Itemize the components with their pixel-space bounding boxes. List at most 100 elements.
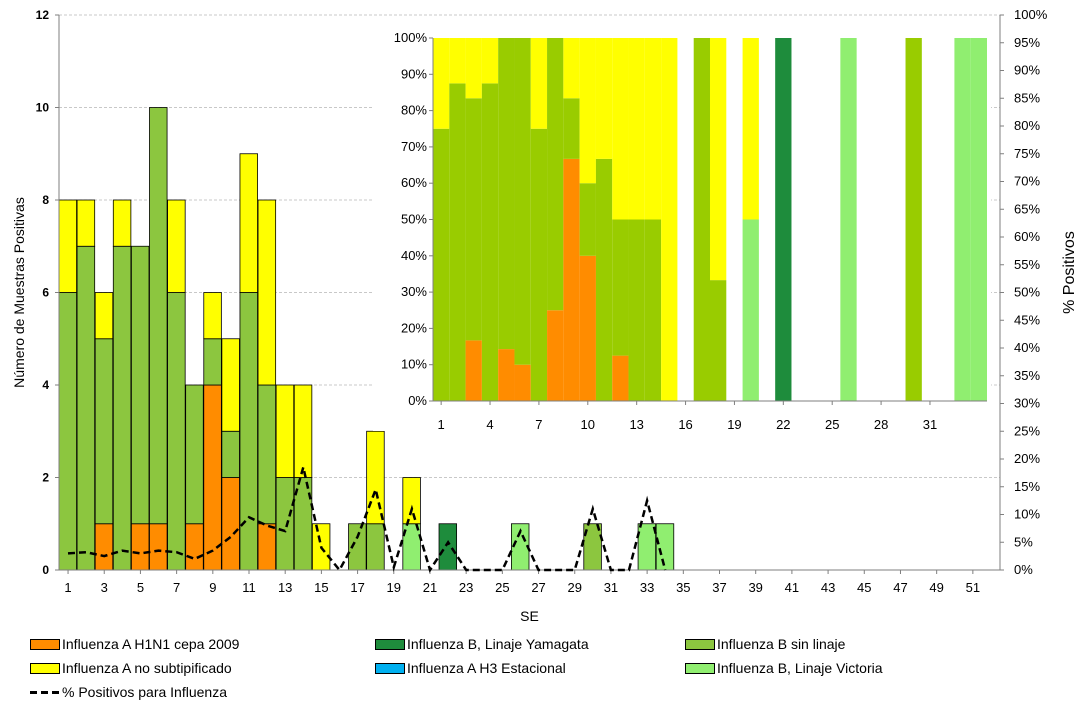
inset-y-tick-label: 40% [401,248,427,263]
inset-bar-segment-h1n1 [498,349,515,401]
inset-bar-segment-h1n1 [547,310,564,401]
x-tick-label: 9 [209,580,216,595]
bar-segment-a-nosub [402,477,421,525]
bar-segment-b-sinlinaje [76,245,96,571]
bar-segment-a-nosub [221,338,240,432]
bar-segment-a-nosub [239,153,258,293]
inset-bar-segment-b-sinlinaje [595,158,613,401]
x-tick-label: 3 [101,580,108,595]
inset-bar-segment-h1n1 [579,255,596,401]
legend-row: % Positivos para Influenza [30,680,1070,704]
inset-bar-segment-b-sinlinaje [449,83,466,401]
x-tick-label: 49 [929,580,943,595]
inset-bar-segment-b-victoria [840,38,857,401]
x-tick-label: 45 [857,580,871,595]
bar-segment-b-sinlinaje [94,338,114,525]
inset-x-tick-label: 4 [486,417,493,432]
y2-tick-label: 25% [1014,423,1040,438]
bar-segment-b-sinlinaje [149,107,168,525]
y-tick-label: 8 [42,193,49,207]
inset-bar-segment-b-sinlinaje [514,38,531,365]
inset-x-tick-label: 19 [727,417,741,432]
legend-label-h1n1: Influenza A H1N1 cepa 2009 [62,636,240,652]
bar-segment-a-nosub [112,199,132,247]
inset-bar-segment-a-nosub [710,38,727,281]
bar-segment-a-nosub [366,430,385,525]
x-tick-label: 25 [495,580,509,595]
y-tick-label: 0 [42,563,49,577]
y2-tick-label: 45% [1014,312,1040,327]
legend-label-b-victoria: Influenza B, Linaje Victoria [717,660,883,676]
x-tick-label: 51 [966,580,980,595]
y-tick-label: 12 [36,8,50,22]
inset-bar-segment-a-nosub [612,38,629,220]
inset-bar-segment-b-victoria [742,219,759,401]
inset-bar-segment-a-nosub [481,38,499,84]
bar-segment-b-sinlinaje [58,292,77,571]
bar-segment-h1n1 [221,477,240,571]
inset-y-tick-label: 60% [401,175,427,190]
legend-item-b-sinlinaje: Influenza B sin linaje [685,636,1005,652]
legend-row: Influenza A H1N1 cepa 2009 Influenza B, … [30,632,1070,656]
chart-svg: 0246810120%5%10%15%20%25%30%35%40%45%50%… [11,7,1078,624]
bar-segment-b-sinlinaje [221,430,240,478]
bar-segment-b-sinlinaje [257,384,277,525]
bar-segment-b-sinlinaje [239,292,258,571]
legend-swatch-b-victoria [685,662,715,674]
inset-bar-segment-b-sinlinaje [547,38,564,311]
bar-segment-b-sinlinaje [366,523,385,571]
y2-tick-label: 100% [1014,7,1048,22]
x-tick-label: 39 [748,580,762,595]
inset-bar-segment-a-nosub [628,38,645,220]
y2-tick-label: 20% [1014,451,1040,466]
y-tick-label: 4 [42,378,49,392]
y-tick-label: 2 [42,471,49,485]
y2-tick-label: 65% [1014,201,1040,216]
x-tick-label: 17 [350,580,364,595]
legend-item-b-yamagata: Influenza B, Linaje Yamagata [375,636,685,652]
bar-segment-a-nosub [76,199,96,247]
bar-segment-b-victoria [637,523,657,571]
bar-segment-b-yamagata [438,523,458,571]
inset-bar-segment-b-victoria [970,38,987,401]
legend-swatch-b-sinlinaje [685,638,715,650]
inset-bar-segment-a-nosub [595,38,613,159]
inset-x-tick-label: 31 [923,417,937,432]
y2-tick-label: 10% [1014,507,1040,522]
inset-x-tick-label: 22 [776,417,790,432]
bar-segment-h1n1 [149,523,168,571]
legend-row: Influenza A no subtipificado Influenza A… [30,656,1070,680]
x-tick-label: 31 [604,580,618,595]
inset-bar-segment-h1n1 [514,364,531,401]
inset-bar-segment-a-nosub [465,38,482,99]
inset-x-tick-label: 1 [438,417,445,432]
inset-y-tick-label: 70% [401,139,427,154]
bar-segment-a-nosub [275,384,295,478]
legend-label-a-nosub: Influenza A no subtipificado [62,660,232,676]
y2-tick-label: 85% [1014,90,1040,105]
bar-segment-b-sinlinaje [167,292,186,571]
inset-bar-segment-h1n1 [465,340,482,401]
bar-segment-a-nosub [257,199,277,386]
bar-segment-b-sinlinaje [185,384,204,525]
inset-bar-segment-h1n1 [563,158,580,401]
bar-segment-b-sinlinaje [203,338,222,386]
y2-tick-label: 75% [1014,146,1040,161]
inset-bar-segment-a-nosub [579,38,596,184]
inset-y-tick-label: 0% [408,393,427,408]
y2-tick-label: 5% [1014,534,1033,549]
inset-bar-segment-b-victoria [954,38,971,401]
inset-bar-segment-a-nosub [742,38,759,220]
inset-x-tick-label: 28 [874,417,888,432]
x-tick-label: 11 [242,580,256,595]
inset-bar-segment-b-sinlinaje [693,38,710,401]
bar-segment-b-victoria [655,523,675,571]
y2-tick-label: 95% [1014,35,1040,50]
y2-tick-label: 55% [1014,257,1040,272]
y2-tick-label: 80% [1014,118,1040,133]
y2-axis-title: % Positivos [1061,231,1078,314]
x-tick-label: 21 [423,580,437,595]
inset-bar-segment-b-sinlinaje [628,219,645,401]
y-axis-title: Número de Muestras Positivas [11,197,27,388]
